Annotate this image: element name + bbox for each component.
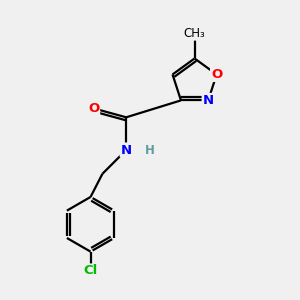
Text: N: N	[121, 143, 132, 157]
Text: N: N	[202, 94, 214, 107]
Text: O: O	[211, 68, 222, 81]
Text: Cl: Cl	[83, 265, 98, 278]
Text: O: O	[88, 102, 99, 115]
Text: H: H	[145, 143, 155, 157]
Text: CH₃: CH₃	[184, 27, 206, 40]
